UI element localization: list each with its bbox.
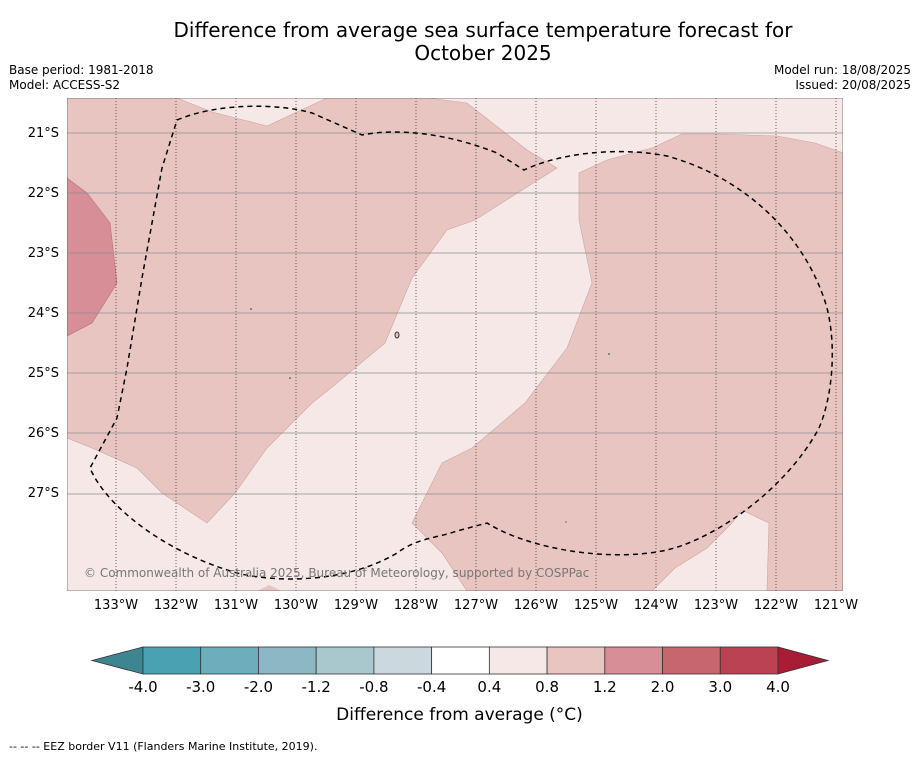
colorbar-segment — [142, 646, 202, 675]
colorbar-segment — [315, 646, 375, 675]
colorbar-segment — [258, 646, 317, 675]
colorbar-tick-label: 0.4 — [477, 678, 502, 696]
copyright-notice: © Commonwealth of Australia 2025, Bureau… — [84, 566, 590, 580]
lon-label: 125°W — [573, 598, 619, 613]
model-run: Model run: 18/08/2025 — [773, 63, 911, 77]
lon-label: 133°W — [93, 598, 139, 613]
lon-label: 126°W — [513, 598, 559, 613]
lon-label: 129°W — [333, 598, 379, 613]
colorbar-tick-label: 3.0 — [708, 678, 733, 696]
lat-label: 26°S — [27, 426, 59, 441]
anomaly-region-medium-west — [67, 98, 558, 524]
footnote: -- -- -- EEZ border V11 (Flanders Marine… — [9, 740, 318, 753]
speck — [608, 353, 610, 355]
colorbar — [90, 646, 830, 675]
meta-right: Model run: 18/08/2025 Issued: 20/08/2025 — [774, 63, 911, 93]
colorbar-extend-low — [90, 646, 144, 675]
colorbar-tick-label: -3.0 — [186, 678, 216, 696]
colorbar-tick-label: 0.8 — [535, 678, 559, 696]
lat-gridlines — [67, 132, 843, 495]
lat-label: 23°S — [27, 246, 59, 261]
lon-label: 121°W — [813, 598, 859, 613]
colorbar-label: Difference from average (°C) — [336, 705, 583, 725]
colorbar-segment — [719, 646, 779, 675]
colorbar-tick-label: -2.0 — [243, 678, 274, 696]
sst-map — [67, 98, 843, 591]
colorbar-tick-label: 4.0 — [766, 678, 790, 696]
lon-label: 132°W — [153, 598, 199, 613]
lat-label: 25°S — [27, 366, 59, 381]
lat-label: 27°S — [27, 486, 59, 501]
colorbar-tick-label: -0.8 — [359, 678, 389, 696]
lon-label: 128°W — [393, 598, 439, 613]
speck — [289, 377, 291, 379]
colorbar-tick-label: 1.2 — [592, 678, 617, 696]
base-period: Base period: 1981-2018 — [9, 63, 154, 77]
speck — [250, 308, 252, 310]
colorbar-segment — [431, 646, 490, 675]
lat-label: 22°S — [27, 186, 59, 201]
anomaly-region-medium-south — [257, 585, 282, 591]
colorbar-segment — [546, 646, 606, 675]
anomaly-region-medium-east — [411, 133, 843, 591]
eez-border — [89, 105, 834, 580]
issued-date: Issued: 20/08/2025 — [795, 78, 911, 92]
colorbar-segment — [488, 646, 548, 675]
title-line-2: October 2025 — [414, 41, 552, 65]
colorbar-segment — [200, 646, 259, 675]
colorbar-segment — [604, 646, 663, 675]
speck — [565, 521, 567, 523]
colorbar-tick-label: 2.0 — [650, 678, 675, 696]
lon-gridlines — [115, 98, 837, 591]
model-name: Model: ACCESS-S2 — [9, 78, 121, 92]
colorbar-tick-label: -4.0 — [128, 678, 158, 696]
colorbar-tick-label: -1.2 — [301, 678, 331, 696]
speck — [394, 331, 400, 339]
meta-left: Base period: 1981-2018 Model: ACCESS-S2 — [9, 63, 154, 93]
lon-label: 122°W — [753, 598, 799, 613]
lon-label: 130°W — [273, 598, 319, 613]
map-title: Difference from average sea surface temp… — [0, 19, 919, 65]
colorbar-extend-high — [777, 646, 830, 675]
lat-label: 21°S — [27, 126, 59, 141]
colorbar-tick-label: -0.4 — [416, 678, 447, 696]
lon-label: 123°W — [693, 598, 739, 613]
colorbar-segment — [373, 646, 433, 675]
lon-label: 127°W — [453, 598, 499, 613]
title-line-1: Difference from average sea surface temp… — [173, 18, 793, 42]
lat-label: 24°S — [27, 306, 59, 321]
lon-label: 131°W — [213, 598, 259, 613]
colorbar-segment — [662, 646, 721, 675]
lon-label: 124°W — [633, 598, 679, 613]
